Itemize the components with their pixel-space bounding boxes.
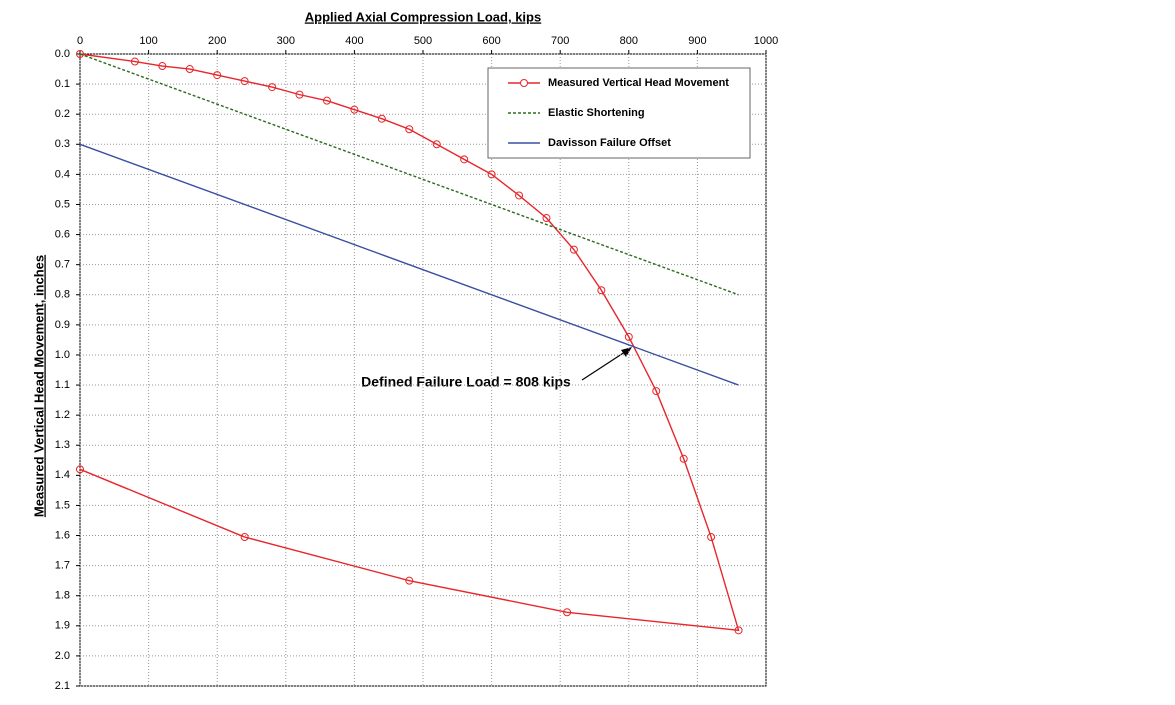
data-point bbox=[76, 465, 84, 474]
y-axis-label: Measured Vertical Head Movement, inches bbox=[31, 255, 46, 517]
x-tick-label: 100 bbox=[139, 35, 157, 47]
y-tick-label: 1.6 bbox=[55, 529, 70, 541]
data-point bbox=[405, 576, 414, 585]
x-tick-label: 200 bbox=[208, 35, 226, 47]
arrow-head bbox=[621, 347, 632, 357]
data-point bbox=[563, 608, 572, 617]
y-tick-label: 0.7 bbox=[55, 259, 70, 271]
data-point bbox=[734, 626, 743, 635]
y-tick-label: 0.2 bbox=[55, 108, 70, 120]
y-tick-label: 0.9 bbox=[55, 319, 70, 331]
y-tick-label: 0.4 bbox=[55, 168, 70, 180]
data-point bbox=[322, 96, 331, 105]
data-point bbox=[295, 90, 304, 99]
data-point bbox=[240, 77, 249, 86]
y-tick-label: 0.5 bbox=[55, 198, 70, 210]
y-tick-label: 0.0 bbox=[55, 48, 70, 60]
x-tick-label: 800 bbox=[620, 35, 638, 47]
x-tick-label: 1000 bbox=[754, 35, 778, 47]
x-tick-label: 400 bbox=[345, 35, 363, 47]
x-tick-label: 700 bbox=[551, 35, 569, 47]
y-tick-label: 2.1 bbox=[55, 680, 70, 692]
data-point bbox=[432, 140, 441, 149]
data-point bbox=[158, 62, 167, 71]
chart-title: Applied Axial Compression Load, kips bbox=[305, 9, 541, 24]
data-point bbox=[185, 65, 194, 74]
data-point bbox=[350, 105, 359, 114]
data-point bbox=[405, 125, 414, 134]
y-tick-label: 0.8 bbox=[55, 289, 70, 301]
data-point bbox=[76, 50, 84, 58]
y-tick-label: 1.3 bbox=[55, 439, 70, 451]
data-point bbox=[542, 214, 551, 223]
data-point bbox=[213, 71, 222, 80]
data-point bbox=[569, 245, 578, 254]
y-tick-label: 1.2 bbox=[55, 409, 70, 421]
y-tick-label: 1.7 bbox=[55, 560, 70, 572]
y-tick-label: 0.1 bbox=[55, 78, 70, 90]
legend-label: Elastic Shortening bbox=[548, 107, 645, 119]
y-tick-label: 0.6 bbox=[55, 228, 70, 240]
legend-label: Measured Vertical Head Movement bbox=[548, 77, 729, 89]
y-tick-label: 1.4 bbox=[55, 469, 70, 481]
x-tick-label: 300 bbox=[277, 35, 295, 47]
series-line bbox=[79, 143, 739, 386]
legend-label: Davisson Failure Offset bbox=[548, 137, 671, 149]
data-point bbox=[652, 387, 661, 396]
x-tick-label: 900 bbox=[688, 35, 706, 47]
y-tick-label: 1.9 bbox=[55, 620, 70, 632]
data-point bbox=[679, 454, 688, 463]
data-point bbox=[377, 114, 386, 123]
y-tick-label: 2.0 bbox=[55, 650, 70, 662]
data-point bbox=[624, 332, 633, 341]
series-line bbox=[79, 53, 740, 632]
x-tick-label: 0 bbox=[77, 35, 83, 47]
data-point bbox=[487, 170, 496, 179]
data-point bbox=[130, 57, 139, 66]
y-tick-label: 1.0 bbox=[55, 349, 70, 361]
legend-marker bbox=[520, 79, 528, 87]
data-point bbox=[240, 533, 249, 542]
y-tick-label: 1.5 bbox=[55, 499, 70, 511]
x-tick-label: 600 bbox=[482, 35, 500, 47]
data-point bbox=[707, 533, 716, 542]
y-tick-label: 1.8 bbox=[55, 590, 70, 602]
y-tick-label: 0.3 bbox=[55, 138, 70, 150]
data-point bbox=[460, 155, 469, 164]
data-point bbox=[515, 191, 524, 200]
data-point bbox=[268, 83, 277, 92]
x-tick-label: 500 bbox=[414, 35, 432, 47]
annotation: Defined Failure Load = 808 kips bbox=[361, 374, 571, 390]
data-point bbox=[597, 286, 606, 295]
y-tick-label: 1.1 bbox=[55, 379, 70, 391]
series-line bbox=[79, 53, 739, 296]
